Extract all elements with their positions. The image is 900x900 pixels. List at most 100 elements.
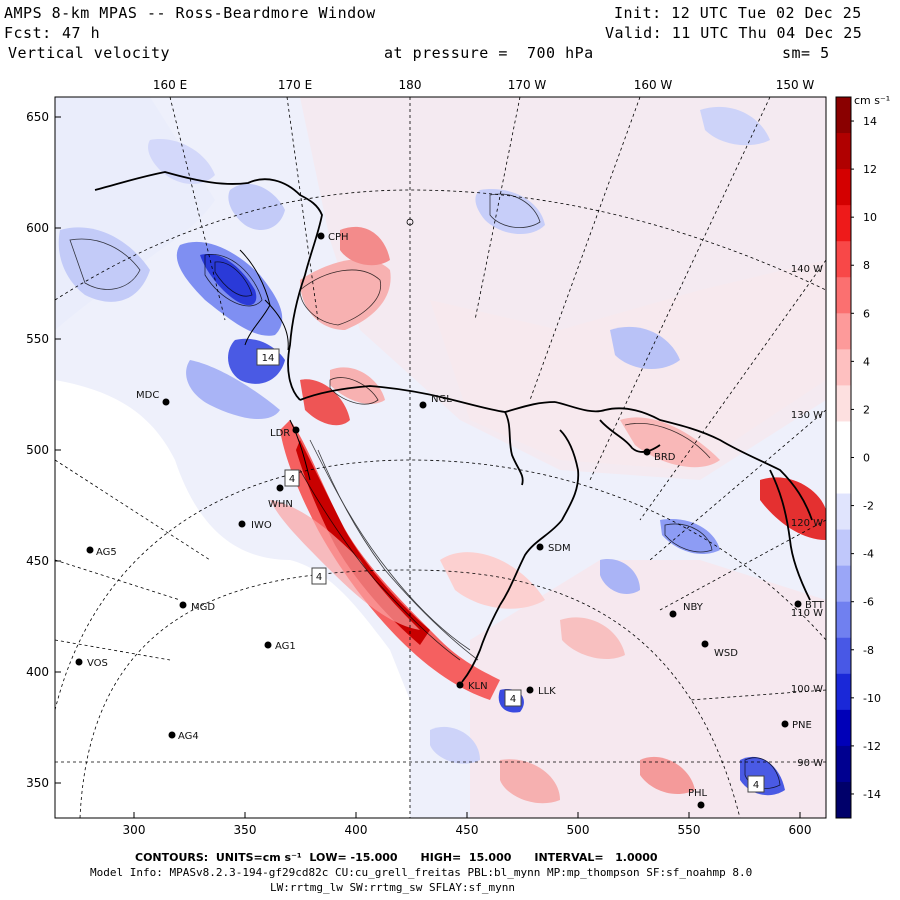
- colorbar-swatch: [836, 781, 851, 819]
- svg-text:LDR: LDR: [270, 428, 290, 439]
- colorbar-label: -6: [863, 596, 874, 609]
- station-marker[interactable]: MGD: [179, 601, 216, 614]
- lon-label: 160 E: [153, 78, 187, 92]
- pressure-level: at pressure = 700 hPa: [384, 44, 594, 62]
- station-marker[interactable]: LLK: [526, 686, 557, 697]
- svg-text:AG1: AG1: [275, 641, 296, 652]
- station-marker[interactable]: PHL: [688, 788, 708, 809]
- colorbar-swatch: [836, 97, 851, 134]
- init-time: Init: 12 UTC Tue 02 Dec 25: [614, 4, 862, 22]
- station-marker[interactable]: IWO: [238, 520, 272, 531]
- colorbar-swatch: [836, 169, 851, 206]
- x-tick: 550: [678, 823, 701, 837]
- station-marker[interactable]: AG1: [264, 641, 296, 652]
- svg-text:BTT: BTT: [805, 600, 825, 611]
- colorbar: cm s⁻¹ 14 12 10 8 6 4 2 0 -2 -4 -6 -8 -10 -12 -14: [835, 94, 890, 819]
- station-marker[interactable]: CPH: [317, 232, 349, 243]
- colorbar-label: -14: [863, 788, 881, 801]
- svg-text:IWO: IWO: [251, 520, 272, 531]
- contour-info: CONTOURS: UNITS=cm s⁻¹ LOW= -15.000 HIGH…: [135, 851, 658, 864]
- x-tick: 600: [789, 823, 812, 837]
- svg-text:NGL: NGL: [431, 394, 452, 405]
- svg-text:4: 4: [753, 780, 759, 791]
- station-marker[interactable]: BTT: [794, 600, 825, 611]
- station-marker[interactable]: VOS: [75, 658, 108, 669]
- svg-text:4: 4: [316, 572, 322, 583]
- colorbar-label: 4: [863, 355, 870, 368]
- station-marker[interactable]: SDM: [536, 543, 571, 554]
- colorbar-swatch: [836, 277, 851, 314]
- map-panel[interactable]: [55, 97, 826, 818]
- extremum-max: 4: [311, 567, 327, 585]
- x-tick: 300: [123, 823, 146, 837]
- colorbar-swatch: [836, 457, 851, 495]
- plot-title: AMPS 8-km MPAS -- Ross-Beardmore Window: [4, 4, 376, 22]
- colorbar-label: 10: [863, 211, 877, 224]
- forecast-hour: 47 h: [62, 24, 101, 42]
- station-marker[interactable]: NBY: [669, 602, 704, 618]
- map-frame: [54, 96, 827, 819]
- y-tick: 350: [26, 776, 49, 790]
- colorbar-label: -2: [863, 500, 874, 513]
- y-tick: 500: [26, 443, 49, 457]
- station-marker[interactable]: MDC: [136, 390, 170, 406]
- colorbar-swatch: [836, 421, 851, 458]
- colorbar-label: 2: [863, 403, 870, 416]
- field-name: Vertical velocity: [8, 44, 171, 62]
- right-longitude-labels: 140 W 130 W 120 W 110 W 100 W 90 W: [791, 264, 823, 769]
- colorbar-swatch: [836, 205, 851, 242]
- lon-label: 110 W: [791, 608, 823, 619]
- extremum-min: 4: [504, 689, 522, 707]
- x-tick: 400: [345, 823, 368, 837]
- station-marker[interactable]: BRD: [643, 448, 676, 464]
- colorbar-label: 8: [863, 259, 870, 272]
- svg-text:SDM: SDM: [548, 543, 571, 554]
- top-longitude-labels: 160 E 170 E 180 170 W 160 W 150 W: [153, 78, 815, 92]
- lon-label: 170 E: [278, 78, 312, 92]
- colorbar-label: -10: [863, 692, 881, 705]
- colorbar-units: cm s⁻¹: [854, 94, 890, 107]
- svg-text:MGD: MGD: [191, 602, 215, 613]
- colorbar-swatch: [836, 313, 851, 350]
- svg-text:AG5: AG5: [96, 547, 117, 558]
- lon-label: 180: [399, 78, 422, 92]
- station-marker[interactable]: WSD: [701, 640, 739, 660]
- svg-text:PNE: PNE: [792, 720, 812, 731]
- x-tick: 350: [234, 823, 257, 837]
- svg-text:AG4: AG4: [178, 731, 199, 742]
- svg-text:4: 4: [510, 694, 516, 705]
- station-marker[interactable]: KLN: [456, 681, 488, 692]
- colorbar-label: -12: [863, 740, 881, 753]
- colorbar-swatch: [836, 565, 851, 603]
- extremum-max: 4: [284, 469, 300, 487]
- colorbar-label: 0: [863, 452, 870, 465]
- colorbar-swatch: [836, 637, 851, 675]
- y-tick: 400: [26, 665, 49, 679]
- svg-text:WHN: WHN: [268, 499, 293, 510]
- station-marker[interactable]: AG5: [86, 546, 117, 559]
- station-marker[interactable]: AG4: [168, 731, 199, 742]
- svg-text:4: 4: [289, 474, 295, 485]
- x-tick: 450: [456, 823, 479, 837]
- svg-text:NBY: NBY: [683, 602, 704, 613]
- station-marker[interactable]: NGL: [419, 394, 453, 409]
- colorbar-label: 12: [863, 163, 877, 176]
- extrema-labels: 14 4 4 4 4: [256, 348, 765, 793]
- colorbar-label: -8: [863, 644, 874, 657]
- physics-info: LW:rrtmg_lw SW:rrtmg_sw SFLAY:sf_mynn: [270, 881, 516, 894]
- svg-text:LLK: LLK: [538, 686, 556, 697]
- y-tick: 600: [26, 221, 49, 235]
- x-tick: 500: [567, 823, 590, 837]
- lon-label: 150 W: [776, 78, 815, 92]
- valid-time: Valid: 11 UTC Thu 04 Dec 25: [605, 24, 863, 42]
- colorbar-swatch: [836, 745, 851, 783]
- station-marker[interactable]: WHN: [268, 484, 293, 511]
- station-marker[interactable]: LDR: [270, 426, 300, 440]
- extremum-min: 14: [256, 348, 280, 366]
- lon-label: 90 W: [797, 758, 823, 769]
- forecast-label: Fcst:: [4, 24, 52, 42]
- y-tick: 650: [26, 110, 49, 124]
- station-marker[interactable]: PNE: [781, 720, 812, 731]
- svg-text:CPH: CPH: [328, 232, 349, 243]
